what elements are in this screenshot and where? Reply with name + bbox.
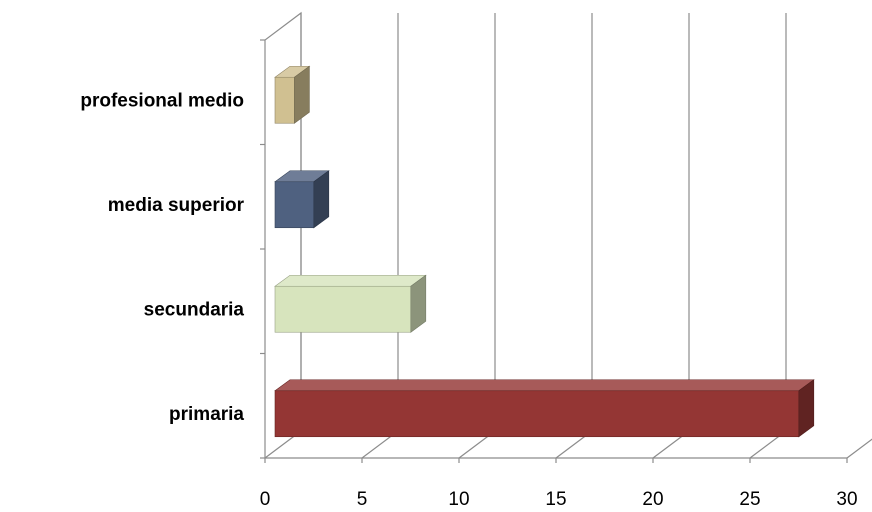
category-label: primaria bbox=[169, 404, 244, 425]
category-label: media superior bbox=[108, 195, 245, 216]
bar-front-face bbox=[274, 390, 800, 438]
bar-primaria bbox=[274, 379, 815, 438]
bar-end-face bbox=[313, 170, 330, 229]
x-tick-label: 25 bbox=[739, 489, 760, 510]
x-tick-label: 10 bbox=[448, 489, 469, 510]
category-label: profesional medio bbox=[80, 90, 244, 111]
x-tick-label: 20 bbox=[642, 489, 663, 510]
x-tick-label: 5 bbox=[357, 489, 368, 510]
x-tick-label: 0 bbox=[260, 489, 271, 510]
bar-front-face bbox=[274, 181, 315, 229]
bar-end-face bbox=[798, 379, 815, 438]
bars bbox=[274, 65, 815, 438]
bar-end-face bbox=[294, 65, 310, 124]
bar-front-face bbox=[274, 76, 295, 124]
x-tick-labels: 0 5 10 15 20 25 30 bbox=[260, 489, 858, 510]
x-tick-label: 30 bbox=[836, 489, 857, 510]
axes bbox=[260, 39, 848, 463]
bar-top-face bbox=[274, 274, 427, 287]
bar-secundaria bbox=[274, 274, 427, 333]
bar-media-superior bbox=[274, 170, 330, 229]
category-labels: primaria secundaria media superior profesio… bbox=[80, 90, 244, 425]
x-tick-label: 15 bbox=[545, 489, 566, 510]
category-label: secundaria bbox=[144, 299, 245, 320]
bar-end-face bbox=[410, 274, 427, 333]
bar-profesional-medio bbox=[274, 65, 311, 124]
gridline-floor bbox=[846, 438, 872, 459]
bar-front-face bbox=[274, 285, 412, 333]
bar-top-face bbox=[274, 379, 815, 392]
